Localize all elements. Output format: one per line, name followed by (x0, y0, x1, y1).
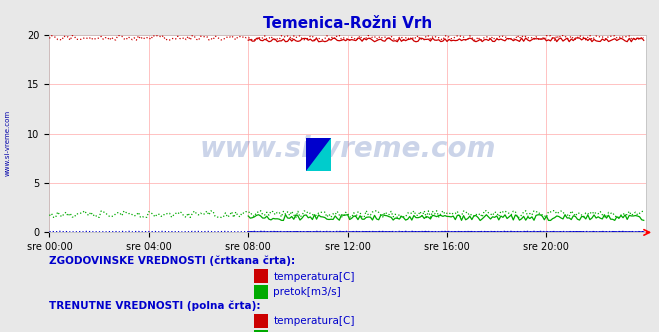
Text: www.si-vreme.com: www.si-vreme.com (200, 135, 496, 163)
Text: TRENUTNE VREDNOSTI (polna črta):: TRENUTNE VREDNOSTI (polna črta): (49, 300, 261, 311)
Text: ZGODOVINSKE VREDNOSTI (črtkana črta):: ZGODOVINSKE VREDNOSTI (črtkana črta): (49, 255, 295, 266)
Text: pretok[m3/s]: pretok[m3/s] (273, 287, 341, 297)
Text: temperatura[C]: temperatura[C] (273, 272, 355, 282)
Polygon shape (306, 138, 331, 171)
Polygon shape (306, 138, 331, 171)
Title: Temenica-Rožni Vrh: Temenica-Rožni Vrh (263, 16, 432, 31)
Polygon shape (306, 138, 331, 171)
Text: temperatura[C]: temperatura[C] (273, 316, 355, 326)
Text: www.si-vreme.com: www.si-vreme.com (5, 110, 11, 176)
